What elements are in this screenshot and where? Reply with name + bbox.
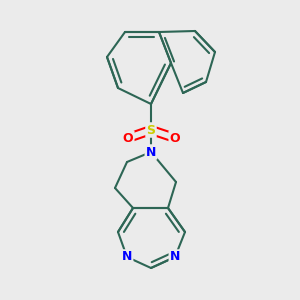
Text: N: N bbox=[170, 250, 180, 263]
Text: S: S bbox=[146, 124, 155, 136]
Text: N: N bbox=[146, 146, 156, 158]
Text: N: N bbox=[122, 250, 132, 263]
Text: O: O bbox=[170, 131, 180, 145]
Text: O: O bbox=[123, 131, 133, 145]
